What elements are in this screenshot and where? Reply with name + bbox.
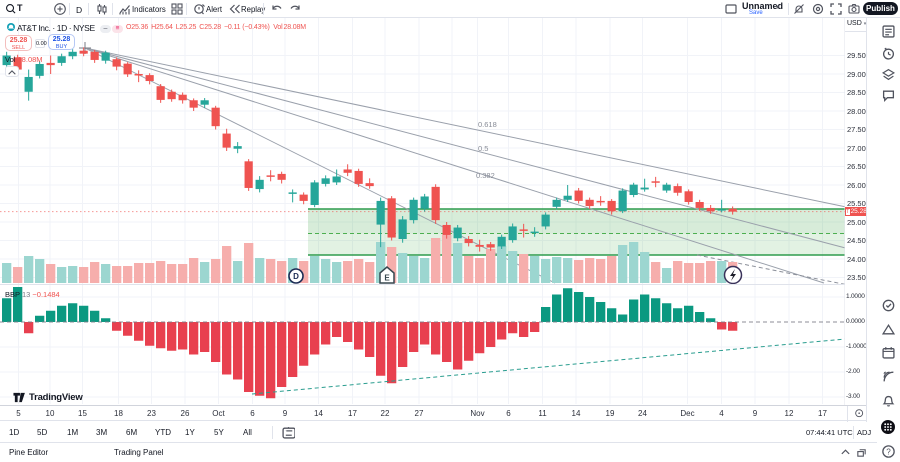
svg-text:0.382: 0.382 (476, 171, 495, 180)
svg-text:?: ? (886, 447, 891, 456)
svg-text:0.618: 0.618 (478, 120, 497, 129)
svg-text:D: D (293, 272, 299, 281)
svg-text:E: E (384, 274, 390, 283)
svg-text:0.5: 0.5 (478, 144, 488, 153)
